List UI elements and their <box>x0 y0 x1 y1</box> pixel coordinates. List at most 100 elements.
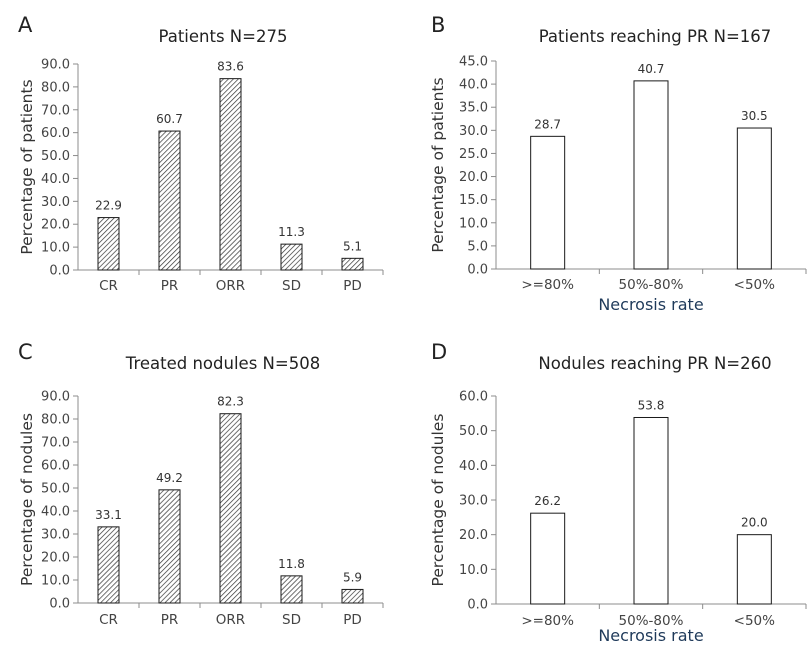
bar-orr <box>219 413 242 604</box>
data-label: 20.0 <box>741 516 768 530</box>
category-label: <50% <box>734 277 775 293</box>
bar-orr <box>219 78 242 271</box>
y-tick-label: 10.0 <box>41 574 70 589</box>
bar-pd <box>341 588 364 604</box>
bar-80 <box>530 512 566 605</box>
bar-cr <box>97 526 120 604</box>
bar-pr <box>158 489 181 604</box>
y-tick-label: 90.0 <box>41 58 70 73</box>
category-label: >=80% <box>521 613 574 629</box>
data-label: 40.7 <box>638 62 665 76</box>
y-tick-label: 40.0 <box>459 78 488 93</box>
data-label: 83.6 <box>217 60 244 74</box>
category-label: >=80% <box>521 277 574 293</box>
y-tick-label: 10.0 <box>459 216 488 231</box>
data-label: 49.2 <box>156 471 183 485</box>
category-label: PD <box>343 278 362 294</box>
y-tick-label: 45.0 <box>459 55 488 70</box>
category-label: PD <box>343 612 362 628</box>
bar-pr <box>158 130 181 271</box>
panel-letter-b: B <box>431 13 445 37</box>
y-tick-label: 20.0 <box>459 528 488 543</box>
x-axis-label: Necrosis rate <box>598 626 703 645</box>
y-tick-label: 60.0 <box>41 459 70 474</box>
bar-80 <box>530 135 566 270</box>
y-tick-label: 20.0 <box>459 170 488 185</box>
chart-title: Nodules reaching PR N=260 <box>538 354 771 373</box>
category-label: ORR <box>216 612 245 628</box>
panel-letter-c: C <box>18 340 33 364</box>
bar-50-80 <box>633 416 669 605</box>
data-label: 22.9 <box>95 199 122 213</box>
data-label: 26.2 <box>534 494 561 508</box>
category-label: PR <box>161 278 179 294</box>
data-label: 33.1 <box>95 508 122 522</box>
chart-title: Patients N=275 <box>159 27 288 46</box>
y-tick-label: 10.0 <box>41 241 70 256</box>
bar-sd <box>280 243 303 271</box>
y-tick-label: 70.0 <box>41 436 70 451</box>
category-label: PR <box>161 612 179 628</box>
y-tick-label: 0.0 <box>467 263 488 278</box>
y-axis-label: Percentage of patients <box>18 79 36 254</box>
y-tick-label: 50.0 <box>41 149 70 164</box>
y-tick-label: 50.0 <box>459 424 488 439</box>
data-label: 5.1 <box>343 239 362 253</box>
y-tick-label: 20.0 <box>41 218 70 233</box>
y-tick-label: 40.0 <box>41 172 70 187</box>
y-tick-label: 15.0 <box>459 193 488 208</box>
bar-cr <box>97 217 120 271</box>
bar-50-80 <box>633 80 669 270</box>
bar-50 <box>736 534 772 605</box>
y-tick-label: 90.0 <box>41 390 70 405</box>
y-tick-label: 30.0 <box>41 528 70 543</box>
y-axis-label: Percentage of patients <box>429 77 447 252</box>
data-label: 28.7 <box>534 117 561 131</box>
data-label: 53.8 <box>638 398 665 412</box>
data-label: 82.3 <box>217 395 244 409</box>
y-tick-label: 35.0 <box>459 101 488 116</box>
y-tick-label: 40.0 <box>41 505 70 520</box>
panel-letter-d: D <box>431 340 447 364</box>
y-tick-label: 0.0 <box>49 264 70 279</box>
bar-sd <box>280 575 303 604</box>
y-tick-label: 40.0 <box>459 459 488 474</box>
y-tick-label: 60.0 <box>459 390 488 405</box>
category-label: CR <box>99 278 118 294</box>
category-label: ORR <box>216 278 245 294</box>
data-label: 60.7 <box>156 112 183 126</box>
category-label: 50%-80% <box>619 613 684 629</box>
y-tick-label: 30.0 <box>459 494 488 509</box>
chart-title: Patients reaching PR N=167 <box>539 27 772 46</box>
y-axis-label: Percentage of nodules <box>429 414 447 587</box>
y-tick-label: 0.0 <box>467 598 488 613</box>
y-tick-label: 10.0 <box>459 563 488 578</box>
data-label: 30.5 <box>741 109 768 123</box>
panel-letter-a: A <box>18 13 33 37</box>
y-tick-label: 25.0 <box>459 147 488 162</box>
bar-pd <box>341 257 364 271</box>
y-tick-label: 80.0 <box>41 413 70 428</box>
category-label: SD <box>282 612 301 628</box>
y-tick-label: 30.0 <box>41 195 70 210</box>
y-tick-label: 80.0 <box>41 80 70 95</box>
y-tick-label: 0.0 <box>49 597 70 612</box>
y-tick-label: 5.0 <box>467 239 488 254</box>
data-label: 5.9 <box>343 570 362 584</box>
category-label: 50%-80% <box>619 277 684 293</box>
y-tick-label: 70.0 <box>41 103 70 118</box>
category-label: <50% <box>734 613 775 629</box>
y-tick-label: 20.0 <box>41 551 70 566</box>
y-tick-label: 30.0 <box>459 124 488 139</box>
y-axis-label: Percentage of nodules <box>18 413 36 586</box>
bar-50 <box>736 127 772 270</box>
category-label: CR <box>99 612 118 628</box>
chart-title: Treated nodules N=508 <box>125 354 320 373</box>
y-tick-label: 50.0 <box>41 482 70 497</box>
data-label: 11.3 <box>278 225 305 239</box>
data-label: 11.8 <box>278 557 305 571</box>
category-label: SD <box>282 278 301 294</box>
y-tick-label: 60.0 <box>41 126 70 141</box>
x-axis-label: Necrosis rate <box>598 295 703 314</box>
